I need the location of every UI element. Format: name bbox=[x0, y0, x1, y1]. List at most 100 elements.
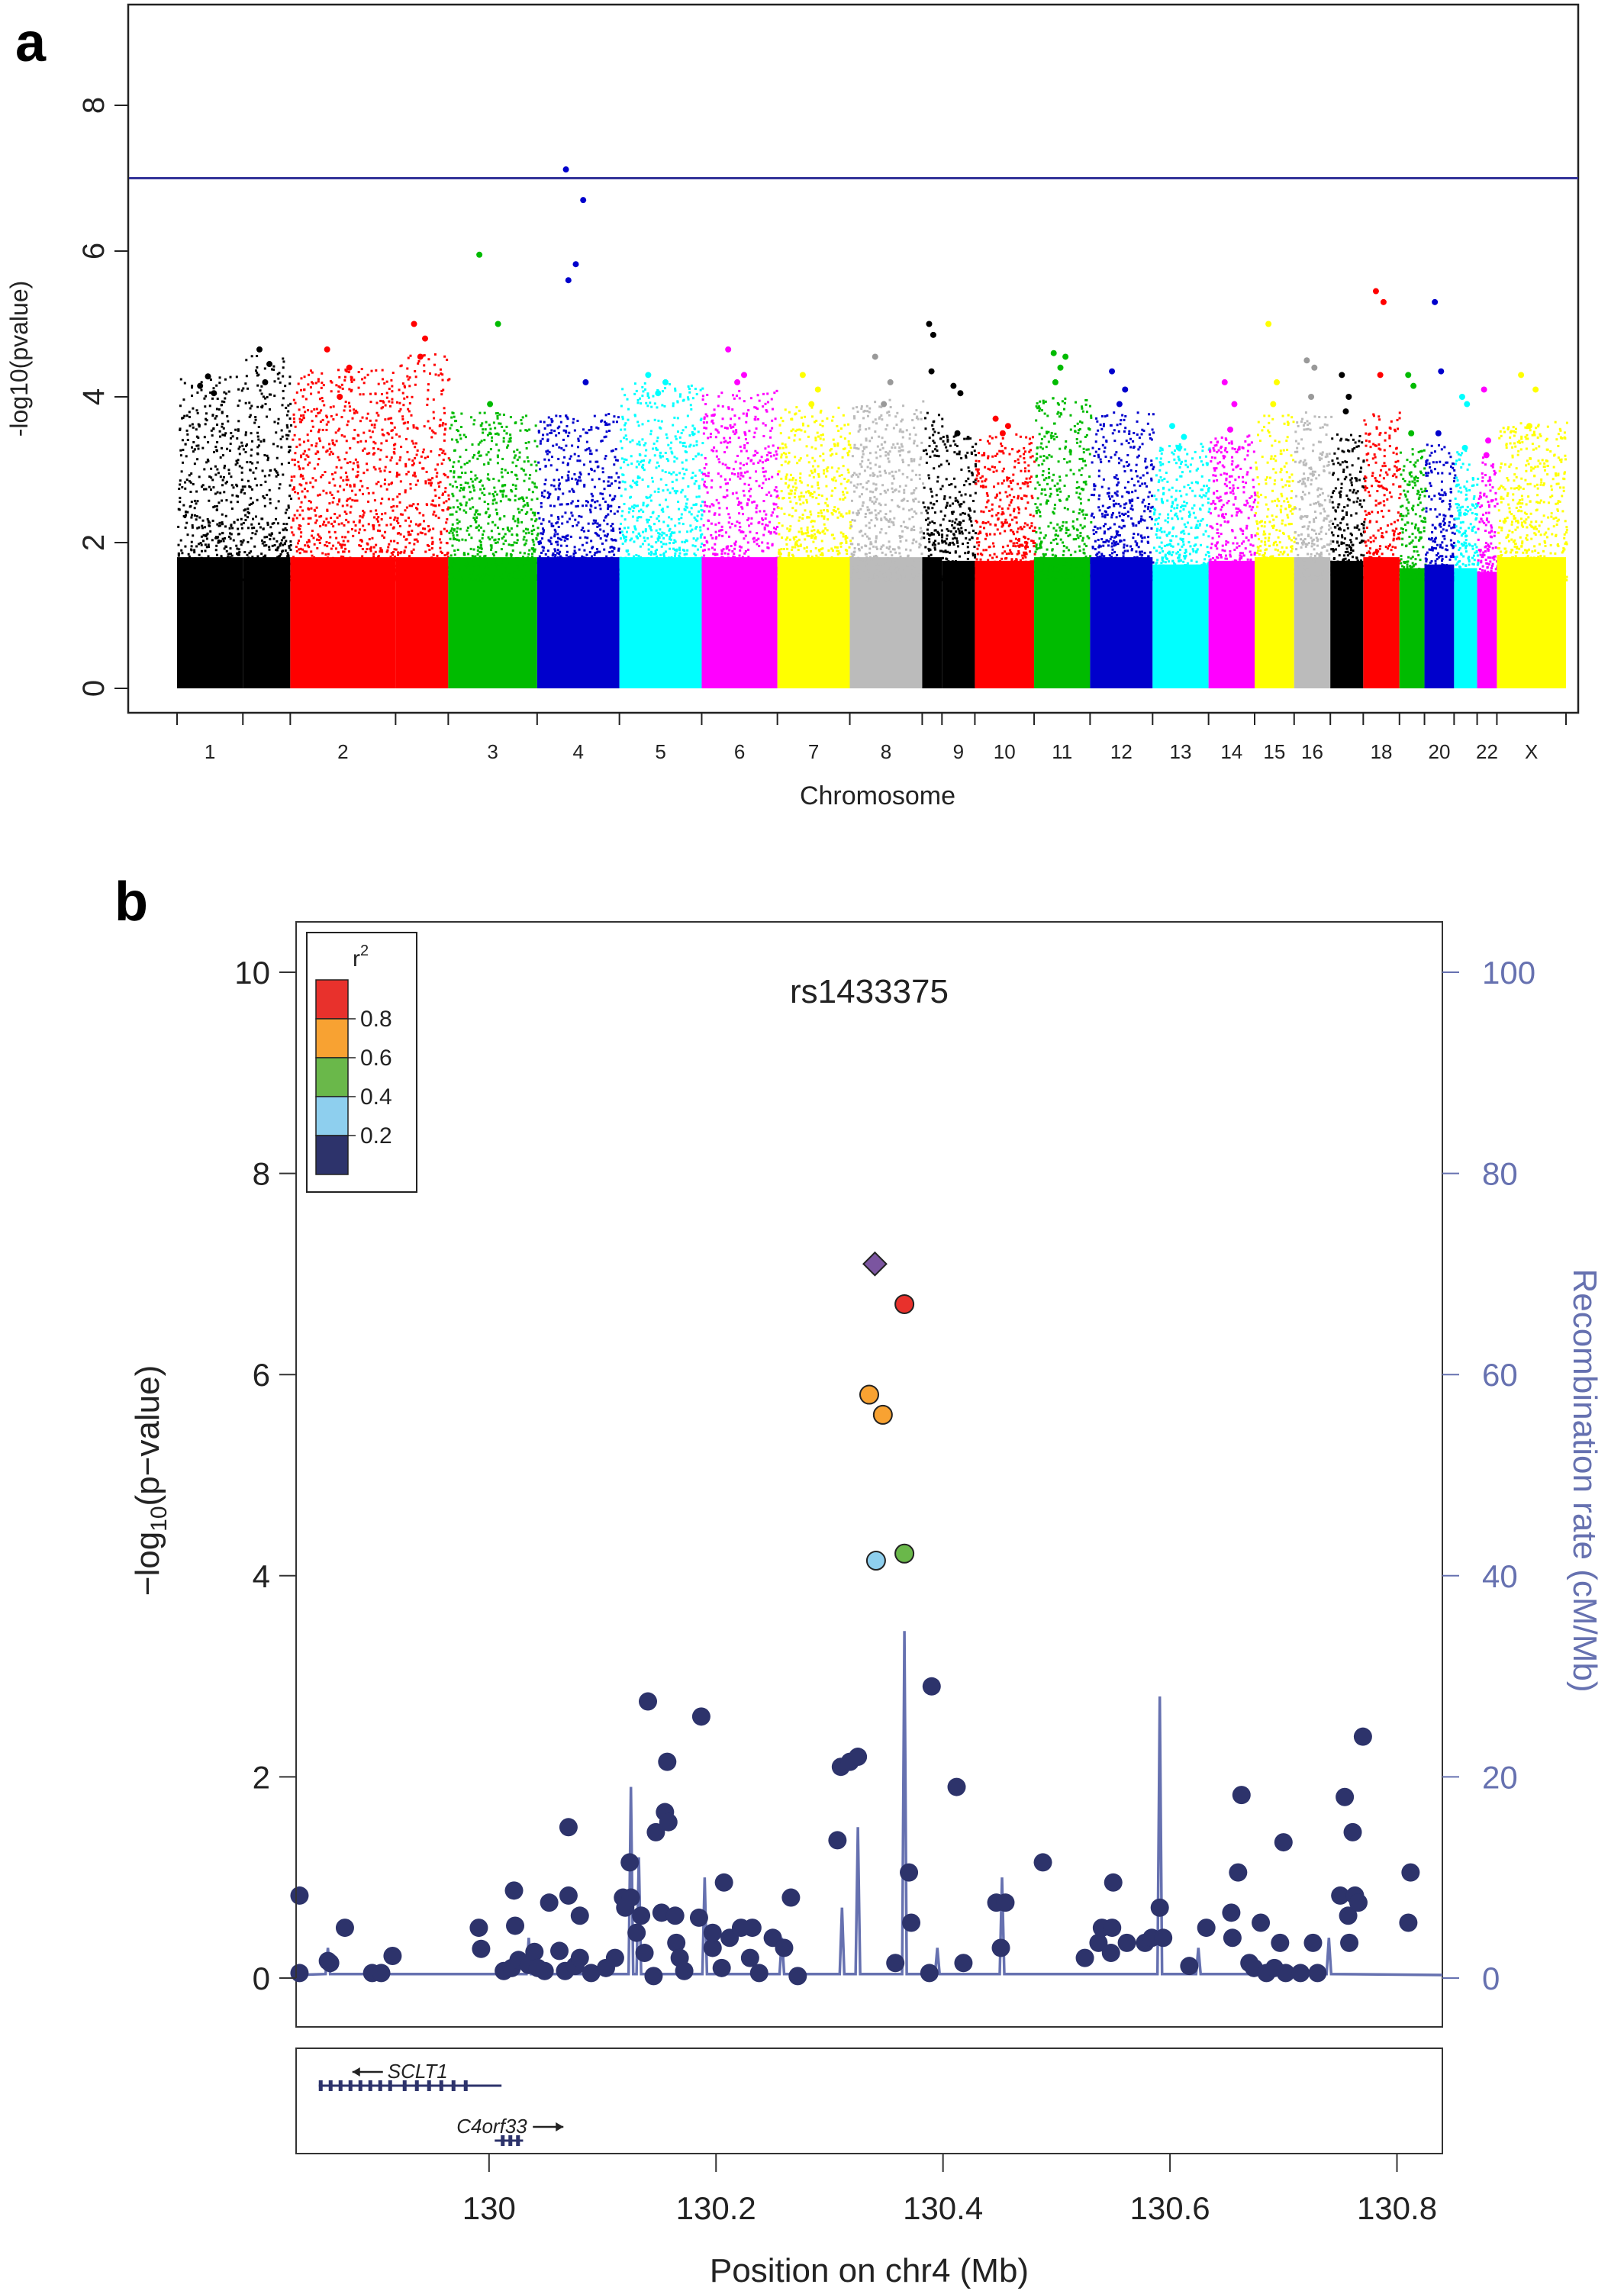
snp-point bbox=[691, 528, 694, 531]
snp-point bbox=[655, 466, 658, 469]
snp-point bbox=[408, 504, 411, 507]
snp-point bbox=[752, 536, 756, 540]
snp-point bbox=[443, 501, 446, 504]
snp-point bbox=[385, 569, 388, 572]
snp-point bbox=[191, 386, 194, 389]
snp-point bbox=[540, 491, 543, 495]
snp-point bbox=[551, 561, 554, 564]
snp-point bbox=[413, 538, 416, 541]
snp-point bbox=[615, 420, 618, 424]
snp-point bbox=[693, 553, 696, 556]
snp-point bbox=[250, 550, 253, 553]
snp-point bbox=[485, 576, 488, 579]
snp-point bbox=[528, 477, 531, 480]
snp-point bbox=[668, 383, 671, 386]
snp-point bbox=[524, 532, 527, 535]
snp-point bbox=[195, 518, 198, 521]
snp-point bbox=[432, 564, 435, 567]
snp-point bbox=[452, 565, 455, 569]
snp-point bbox=[572, 421, 575, 424]
snp-point bbox=[184, 443, 187, 446]
snp-point bbox=[434, 432, 437, 435]
snp-point bbox=[616, 510, 619, 513]
snp-point bbox=[650, 573, 653, 576]
snp-point bbox=[778, 446, 781, 449]
snp-point bbox=[219, 435, 222, 438]
snp-point bbox=[351, 570, 354, 573]
snp-point bbox=[656, 440, 659, 443]
snp-point bbox=[681, 540, 684, 543]
snp-point bbox=[621, 543, 624, 546]
snp-point bbox=[417, 533, 420, 536]
snp-point bbox=[585, 440, 588, 443]
snp-point bbox=[498, 479, 501, 482]
snp-point bbox=[417, 524, 420, 527]
snp-point bbox=[401, 570, 404, 573]
snp-point bbox=[585, 504, 588, 507]
peak-snp-point bbox=[562, 166, 569, 173]
snp-point bbox=[359, 559, 362, 562]
snp-point bbox=[827, 549, 830, 552]
snp-point bbox=[178, 553, 181, 556]
snp-point bbox=[244, 508, 247, 511]
snp-point bbox=[810, 513, 813, 516]
snp-point bbox=[330, 390, 333, 393]
snp-point bbox=[507, 444, 510, 447]
snp-point bbox=[266, 494, 269, 497]
snp-point bbox=[301, 395, 304, 398]
snp-point bbox=[659, 576, 662, 579]
snp-point bbox=[523, 479, 526, 482]
snp-point bbox=[411, 459, 414, 462]
snp-point bbox=[237, 548, 240, 551]
snp-point bbox=[678, 548, 681, 551]
snp-point bbox=[235, 578, 238, 582]
snp-point bbox=[354, 558, 357, 561]
snp-point bbox=[406, 367, 409, 370]
snp-point bbox=[748, 490, 751, 493]
snp-point bbox=[451, 564, 454, 567]
snp-point bbox=[740, 472, 743, 475]
snp-point bbox=[285, 523, 288, 526]
snp-point bbox=[427, 578, 430, 582]
snp-point bbox=[682, 577, 685, 580]
snp-point bbox=[775, 453, 778, 456]
snp-point bbox=[610, 529, 613, 532]
snp-point bbox=[843, 437, 846, 440]
snp-point bbox=[188, 578, 192, 581]
snp-point bbox=[629, 485, 632, 488]
snp-point bbox=[735, 491, 738, 495]
snp-point bbox=[238, 465, 241, 468]
snp-point bbox=[275, 507, 278, 510]
snp-point bbox=[498, 422, 501, 425]
snp-point bbox=[571, 500, 574, 503]
snp-point bbox=[819, 576, 822, 579]
snp-point bbox=[607, 504, 610, 507]
snp-point bbox=[257, 561, 260, 564]
snp-point bbox=[331, 578, 334, 582]
snp-point bbox=[624, 481, 627, 484]
snp-point bbox=[272, 558, 276, 561]
snp-point bbox=[604, 435, 607, 438]
snp-point bbox=[449, 427, 452, 430]
snp-point bbox=[208, 485, 211, 488]
snp-point bbox=[763, 578, 766, 582]
snp-point bbox=[216, 398, 219, 401]
snp-point bbox=[649, 577, 652, 580]
snp-point bbox=[604, 534, 607, 537]
snp-point bbox=[344, 400, 347, 403]
snp-point bbox=[603, 420, 606, 424]
snp-point bbox=[335, 536, 338, 540]
snp-point bbox=[526, 501, 529, 504]
snp-point bbox=[742, 513, 745, 516]
snp-point bbox=[431, 562, 434, 565]
snp-point bbox=[430, 536, 433, 540]
snp-point bbox=[455, 530, 458, 533]
snp-point bbox=[327, 553, 330, 556]
snp-point bbox=[577, 499, 580, 502]
snp-point bbox=[403, 549, 406, 553]
snp-point bbox=[361, 555, 364, 558]
snp-point bbox=[673, 416, 676, 419]
snp-point bbox=[499, 500, 502, 503]
snp-point bbox=[514, 520, 517, 523]
snp-point bbox=[184, 545, 187, 548]
